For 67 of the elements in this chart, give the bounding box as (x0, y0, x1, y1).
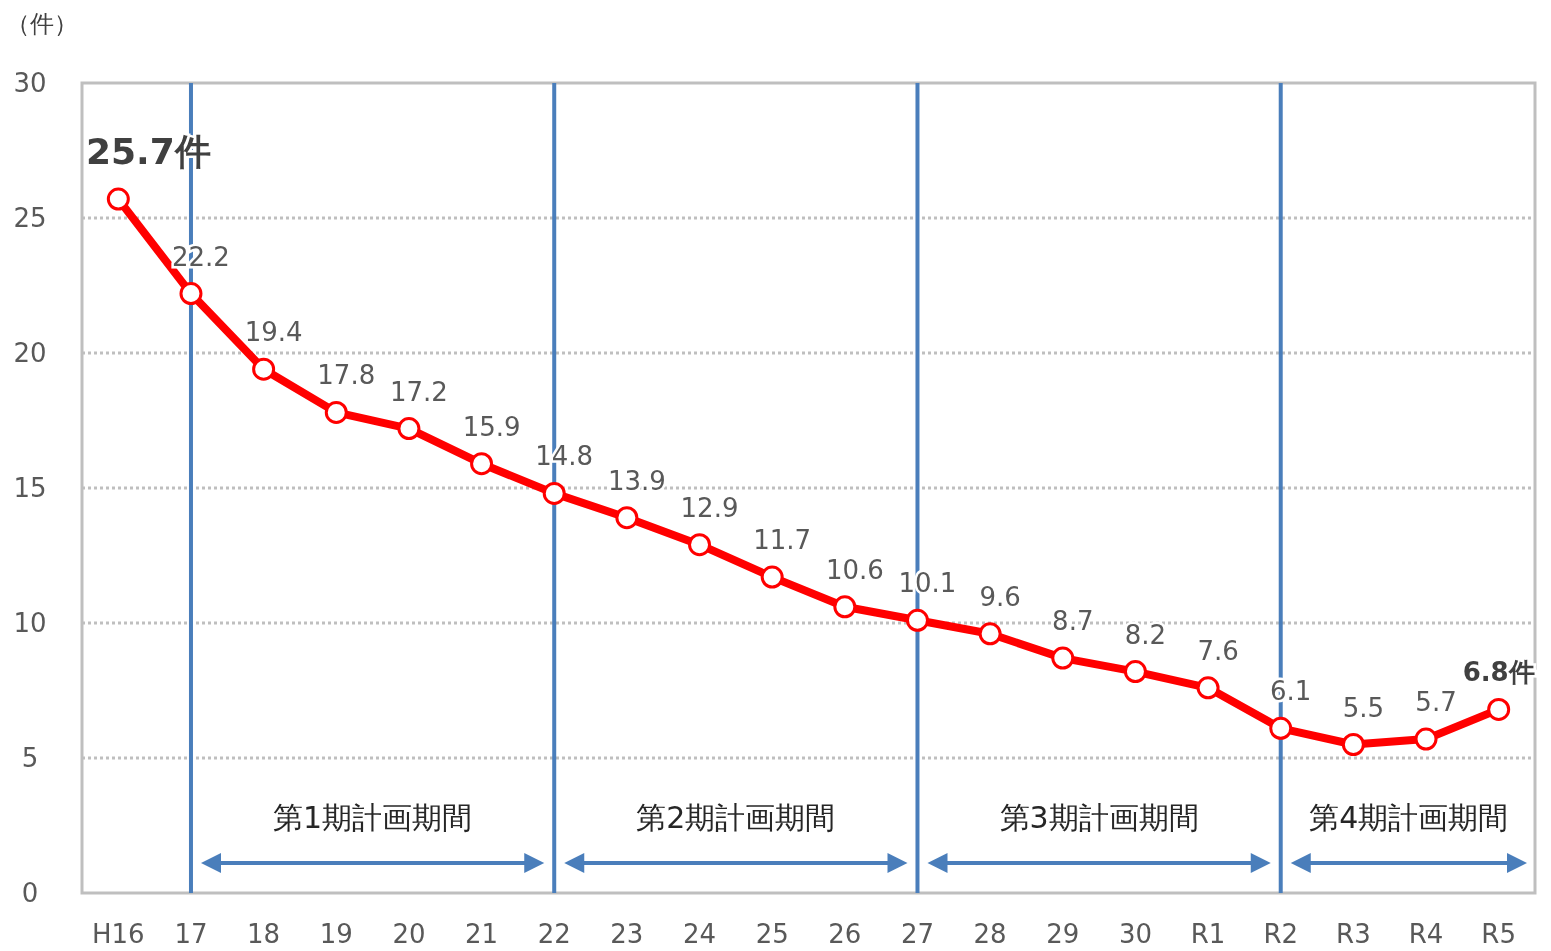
annotation: 第4期計画期間 (1309, 800, 1509, 835)
point (978, 622, 1002, 646)
point (470, 452, 494, 476)
x-tick-label: 28 (973, 919, 1007, 949)
data-label: 9.6 (979, 581, 1021, 612)
data-label: 11.7 (753, 525, 812, 556)
point (324, 400, 348, 424)
point (1051, 646, 1075, 670)
point (615, 506, 639, 530)
x-tick-label: 27 (900, 919, 935, 949)
x-tick-label: 20 (392, 919, 426, 949)
y-tick-label: 25 (13, 203, 47, 233)
x-tick-label: 30 (1118, 919, 1152, 949)
y-tick-label: 20 (13, 338, 47, 368)
x-tick-label: 17 (174, 919, 208, 949)
x-tick-label: 18 (247, 919, 281, 949)
point (252, 357, 276, 381)
y-axis-title: （件） (6, 10, 78, 38)
data-label: 6.8件 (1462, 657, 1535, 688)
data-label: 17.2 (389, 376, 448, 407)
x-tick-label: 26 (828, 919, 862, 949)
x-tick-label: 19 (319, 919, 353, 949)
x-tick-label: R3 (1336, 919, 1371, 949)
data-label: 12.9 (680, 492, 739, 523)
point (760, 565, 784, 589)
data-label: 5.7 (1415, 687, 1457, 718)
data-label: 10.6 (825, 554, 884, 585)
y-tick-label: 5 (21, 743, 39, 773)
point (1269, 716, 1293, 740)
x-tick-label: H16 (92, 919, 145, 949)
data-label: 8.7 (1052, 606, 1094, 637)
annotation: 第2期計画期間 (636, 800, 836, 835)
x-tick-label: 23 (610, 919, 644, 949)
annotation: 第3期計画期間 (999, 800, 1199, 835)
point (397, 417, 421, 441)
point (1341, 733, 1365, 756)
point (1487, 697, 1511, 721)
y-tick-label: 15 (13, 473, 47, 503)
x-tick-label: 25 (755, 919, 789, 949)
x-tick-label: 21 (465, 919, 499, 949)
data-label: 17.8 (317, 360, 376, 391)
x-tick-label: 29 (1046, 919, 1080, 949)
x-tick-label: R5 (1481, 919, 1516, 949)
x-tick-label: R2 (1263, 919, 1299, 949)
point (905, 608, 929, 632)
x-tick-label: 22 (537, 919, 571, 949)
point (1123, 660, 1147, 684)
x-tick-label: R4 (1408, 919, 1444, 949)
y-tick-label: 0 (21, 878, 39, 908)
data-label: 8.2 (1124, 619, 1167, 650)
data-label: 7.6 (1197, 635, 1239, 666)
data-label: 5.5 (1342, 692, 1385, 723)
point (833, 595, 857, 619)
x-tick-label: R1 (1190, 919, 1226, 949)
point (1414, 727, 1438, 751)
y-tick-label: 10 (13, 608, 47, 638)
data-label: 15.9 (462, 411, 521, 442)
annotation: 第1期計画期間 (273, 800, 473, 835)
data-label: 19.4 (244, 317, 303, 348)
point (1196, 676, 1220, 700)
point (542, 481, 566, 505)
data-label: 13.9 (607, 465, 666, 496)
y-tick-label: 30 (13, 68, 47, 98)
x-tick-label: 24 (682, 919, 717, 949)
point (106, 187, 130, 211)
point (688, 533, 712, 557)
point (179, 282, 203, 306)
